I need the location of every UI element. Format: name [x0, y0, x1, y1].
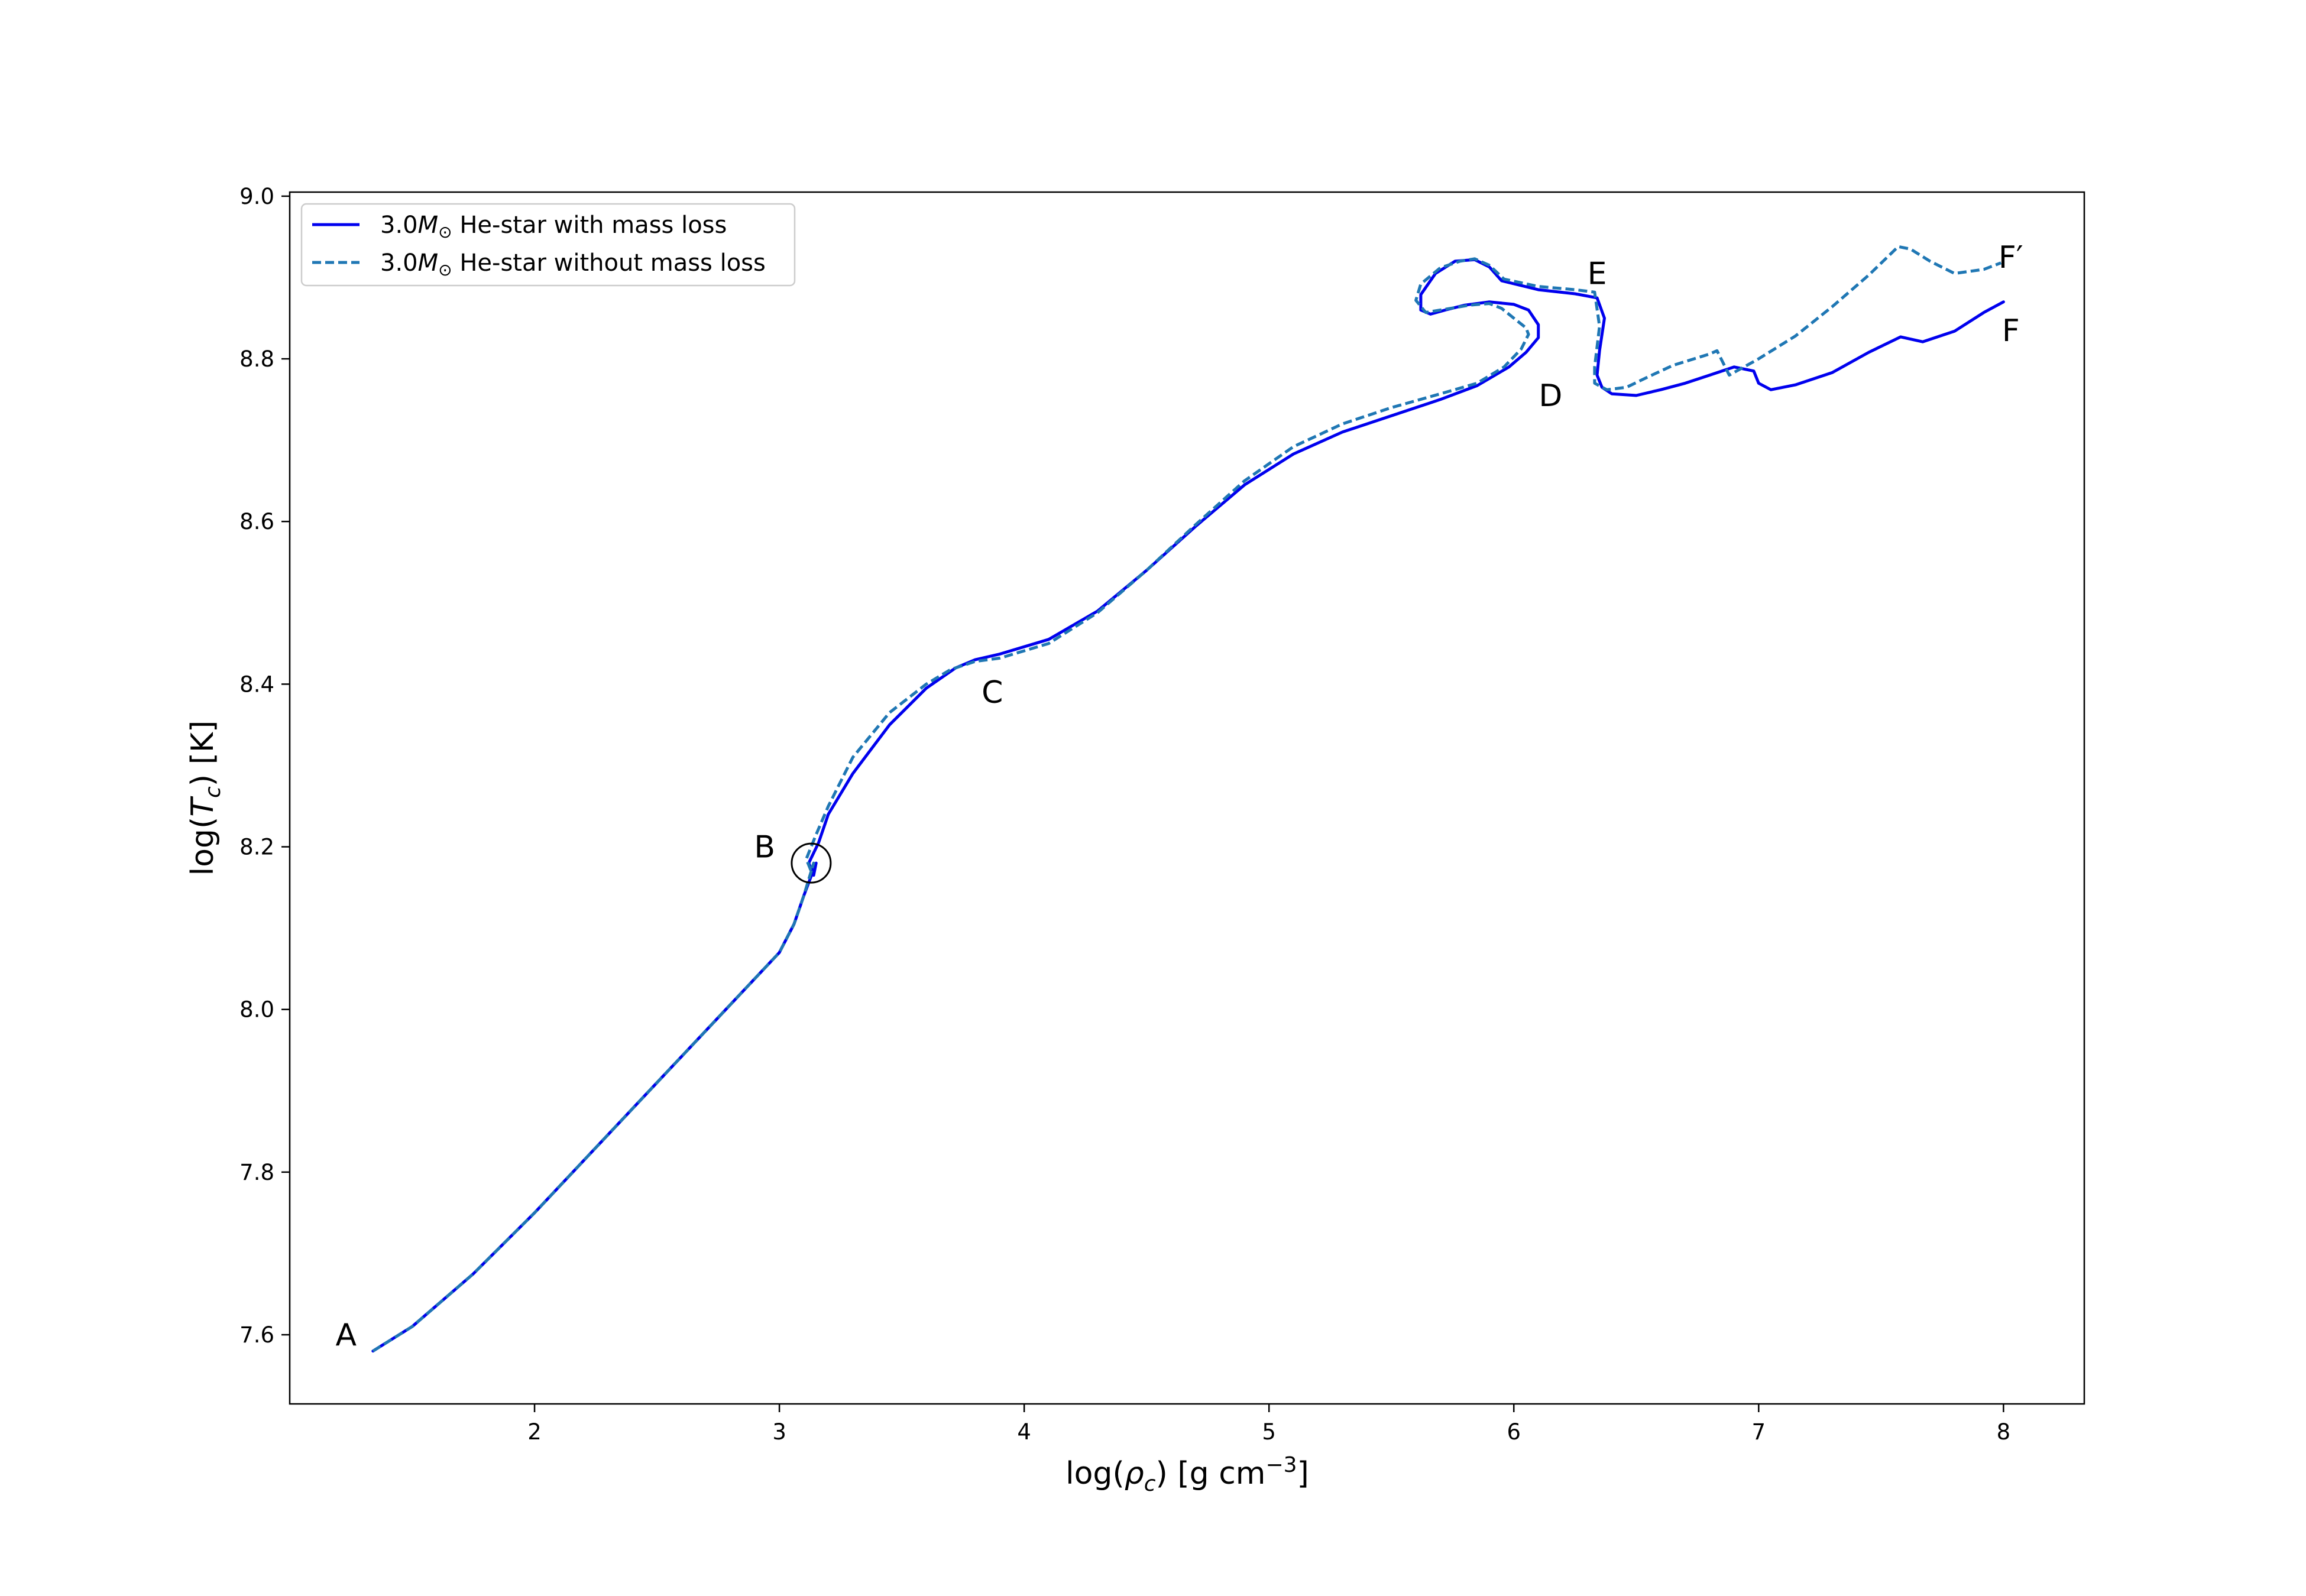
y-tick-label: 7.8 — [239, 1160, 274, 1185]
annotation-point-label: C — [982, 675, 1003, 711]
y-tick-label: 8.4 — [239, 672, 274, 697]
y-tick-label: 8.0 — [239, 997, 274, 1023]
x-tick-label: 4 — [1017, 1419, 1031, 1445]
legend: 3.0M⊙ He-star with mass loss 3.0M⊙ He-st… — [300, 203, 796, 287]
x-tick-label: 8 — [1997, 1419, 2011, 1445]
y-tick-label: 8.8 — [239, 346, 274, 372]
y-tick-label: 9.0 — [239, 184, 274, 209]
axis-ticks: 2 3 4 5 6 7 8 7.6 7.8 8.0 8.2 8.4 8.6 8.8 9.0 — [239, 184, 2010, 1445]
y-tick-label: 7.6 — [239, 1322, 274, 1348]
x-tick-label: 7 — [1752, 1419, 1766, 1445]
x-tick-label: 6 — [1507, 1419, 1521, 1445]
x-tick-label: 3 — [772, 1419, 786, 1445]
x-tick-label: 5 — [1262, 1419, 1276, 1445]
annotation-point-label: D — [1539, 378, 1562, 414]
legend-entry-with-mass-loss: 3.0M⊙ He-star with mass loss — [380, 212, 727, 242]
series-line-without-mass-loss — [372, 245, 2002, 1352]
legend-entry-without-mass-loss: 3.0M⊙ He-star without mass loss — [380, 249, 766, 280]
y-tick-label: 8.2 — [239, 835, 274, 860]
axes-frame — [289, 191, 2085, 1405]
annotation-point-label: E — [1588, 257, 1607, 292]
point-b-circle-marker — [791, 842, 832, 884]
annotation-point-label: F — [2002, 313, 2020, 349]
x-tick-label: 2 — [527, 1419, 542, 1445]
annotation-point-label: B — [754, 830, 775, 865]
y-axis-label: log(Tc) [K] — [185, 721, 225, 876]
annotation-point-label: A — [335, 1318, 357, 1353]
legend-box — [300, 203, 796, 287]
y-tick-label: 8.6 — [239, 509, 274, 534]
annotation-point-label: F′ — [1999, 240, 2023, 275]
plot-area: A B C D E F′ F — [335, 240, 2023, 1353]
